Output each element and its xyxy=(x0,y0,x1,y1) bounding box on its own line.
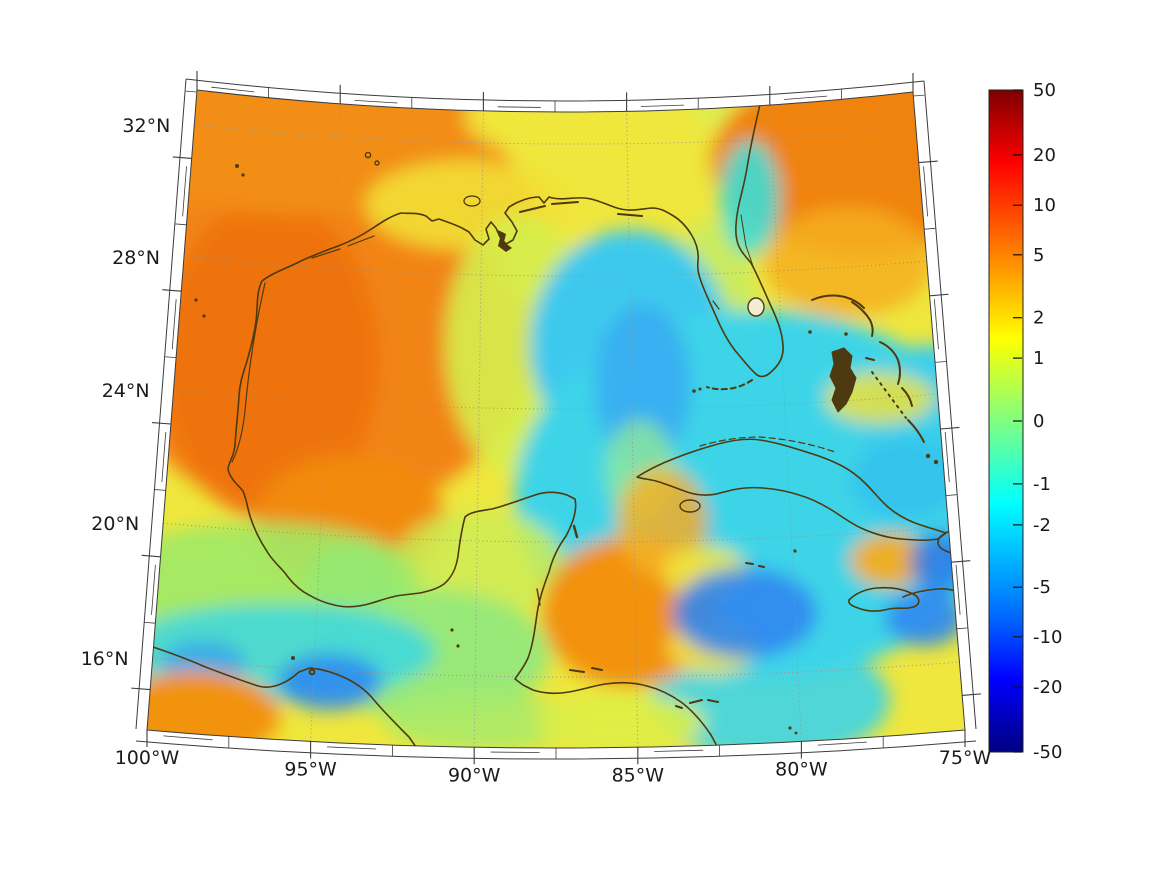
frame-segment xyxy=(784,95,828,100)
frame-segment xyxy=(654,749,704,752)
frame-tick xyxy=(935,361,947,363)
frame-segment xyxy=(171,299,177,350)
colorbar-tick-label: -5 xyxy=(1033,577,1051,598)
florida-keys xyxy=(706,379,753,391)
colorbar-tick-label: 20 xyxy=(1033,145,1056,166)
lon-tick-label: 90°W xyxy=(448,764,501,786)
frame-segment xyxy=(211,86,255,93)
frame-segment xyxy=(326,746,377,750)
frame-tick xyxy=(154,489,166,491)
lat-tick-label: 28°N xyxy=(112,247,160,269)
map-frame xyxy=(135,78,977,760)
cozumel-island xyxy=(572,524,579,539)
frame-tick xyxy=(165,356,177,358)
frame-tick xyxy=(185,90,197,93)
small-islets xyxy=(194,151,798,735)
frame-ticks xyxy=(131,71,982,765)
frame-tick xyxy=(131,687,151,691)
coast-north-america-mainland xyxy=(227,95,784,748)
frame-segment xyxy=(933,299,939,350)
lat-tick-label: 20°N xyxy=(91,513,139,535)
gridline-parallel xyxy=(152,657,960,678)
frame-segment xyxy=(955,564,961,615)
coast-pacific-mexico xyxy=(149,645,417,748)
ambergris-caye xyxy=(536,588,541,606)
colorbar-tick-label: 1 xyxy=(1033,348,1044,369)
cuba-north-keys xyxy=(699,436,836,453)
map-boundary-outer-left xyxy=(135,78,187,730)
lat-tick-label: 32°N xyxy=(122,115,170,137)
graticule-gridlines xyxy=(152,103,960,748)
gridline-parallel xyxy=(194,124,917,145)
frame-tick xyxy=(144,621,156,624)
gridline-parallel xyxy=(183,256,927,277)
frame-tick xyxy=(141,554,161,558)
frame-tick xyxy=(962,693,982,696)
frame-segment xyxy=(944,431,950,483)
colorbar-tick-label: 0 xyxy=(1033,411,1044,432)
frame-segment xyxy=(161,431,167,483)
tampa-bay-inlet xyxy=(712,300,720,310)
lon-tick-label: 95°W xyxy=(284,759,337,781)
frame-segment xyxy=(640,104,684,107)
lake-okeechobee xyxy=(747,297,765,317)
map-data-field xyxy=(147,90,965,748)
mississippi-delta-marsh xyxy=(498,230,512,252)
colorbar-tick-label: -2 xyxy=(1033,515,1051,536)
isla-juventud xyxy=(679,499,701,513)
colorbar-tick-label: 2 xyxy=(1033,308,1044,329)
coastlines xyxy=(149,95,965,748)
map-boundary-inner xyxy=(146,89,966,749)
frame-segment xyxy=(163,735,213,741)
frame-tick xyxy=(924,227,936,230)
colorbar-tick-label: -20 xyxy=(1033,677,1062,698)
map-boundary-outer-right xyxy=(923,80,977,730)
frame-tick xyxy=(162,289,182,292)
colorbar-tick-label: -10 xyxy=(1033,627,1062,648)
frame-tick xyxy=(945,494,957,496)
frame-segment xyxy=(354,99,398,104)
frame-tick xyxy=(151,421,171,425)
colorbar-tick-label: -1 xyxy=(1033,474,1051,495)
lon-tick-label: 100°W xyxy=(115,747,180,769)
bahamas-islands xyxy=(808,294,939,465)
axis-labels: 32°N 28°N 24°N 20°N 16°N 100°W 95°W 90°W 85°W 80°… xyxy=(81,80,1063,786)
frame-segment xyxy=(497,106,541,108)
coast-texas-barrier-islands xyxy=(231,235,375,463)
lon-tick-label: 75°W xyxy=(939,747,992,769)
frame-tick xyxy=(918,160,938,164)
frame-tick xyxy=(175,223,187,226)
florida-east-lagoon xyxy=(740,214,754,267)
colorbar-tick-label: 10 xyxy=(1033,195,1056,216)
frame-tick xyxy=(172,156,192,159)
colorbar-tick-label: -50 xyxy=(1033,742,1062,763)
colorbar-ticks xyxy=(1013,89,1022,753)
frame-segment xyxy=(182,166,187,217)
lon-tick-label: 80°W xyxy=(775,759,828,781)
lake-pontchartrain xyxy=(463,195,481,207)
lat-tick-label: 16°N xyxy=(81,648,129,670)
frame-tick xyxy=(913,94,925,97)
colorbar-tick-label: 5 xyxy=(1033,245,1044,266)
frame-segment xyxy=(923,166,929,217)
map-boundary-outer-top xyxy=(185,78,925,102)
frame-tick xyxy=(956,627,968,630)
coast-jamaica xyxy=(848,586,920,612)
coast-louisiana-barrier-islands xyxy=(519,201,643,217)
colorbar xyxy=(988,89,1024,753)
lat-tick-label: 24°N xyxy=(102,380,150,402)
colorbar-tick-label: 50 xyxy=(1033,80,1056,101)
frame-segment xyxy=(151,564,156,615)
frame-tick xyxy=(929,293,949,297)
lon-tick-label: 85°W xyxy=(612,764,665,786)
frame-tick xyxy=(940,426,960,430)
frame-segment xyxy=(817,741,867,746)
frame-tick xyxy=(951,560,971,563)
